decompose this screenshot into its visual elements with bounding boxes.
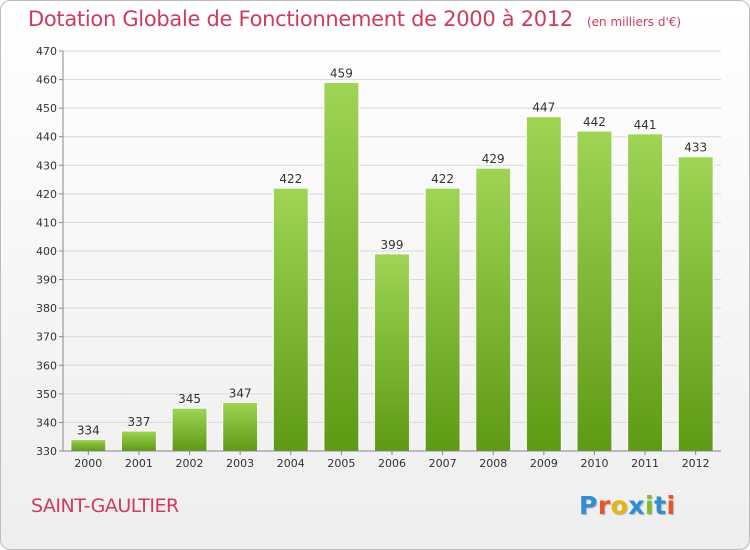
value-label: 429 <box>482 152 505 166</box>
bar-2012 <box>677 156 714 452</box>
logo-letter: r <box>597 491 611 520</box>
x-tick-label: 2011 <box>631 457 659 470</box>
x-tick-label: 2009 <box>530 457 558 470</box>
y-tick-label: 390 <box>36 274 57 287</box>
y-tick-label: 400 <box>36 245 57 258</box>
y-tick-label: 350 <box>36 388 57 401</box>
bar-2005 <box>323 81 360 452</box>
y-tick-label: 450 <box>36 102 57 115</box>
y-tick-label: 460 <box>36 74 57 87</box>
y-tick-label: 340 <box>36 416 57 429</box>
y-tick-label: 380 <box>36 302 57 315</box>
x-tick-label: 2001 <box>125 457 153 470</box>
value-label: 433 <box>684 141 707 155</box>
logo-letter: o <box>610 491 629 520</box>
x-tick-label: 2010 <box>580 457 608 470</box>
x-tick-label: 2008 <box>479 457 507 470</box>
value-label: 345 <box>178 392 201 406</box>
value-label: 422 <box>279 172 302 186</box>
value-label: 459 <box>330 66 353 80</box>
y-tick-label: 420 <box>36 188 57 201</box>
logo-letter: t <box>654 491 667 520</box>
proxiti-logo[interactable]: Proxiti <box>579 491 676 520</box>
x-tick-label: 2003 <box>226 457 254 470</box>
logo-letter: P <box>579 491 598 520</box>
y-tick-label: 410 <box>36 216 57 229</box>
logo-letter: x <box>628 491 645 520</box>
bar-2008 <box>475 167 512 452</box>
value-label: 347 <box>229 386 252 400</box>
bar-2007 <box>424 187 461 452</box>
x-tick-label: 2012 <box>682 457 710 470</box>
value-label: 447 <box>532 101 555 115</box>
commune-name: SAINT-GAULTIER <box>31 495 179 517</box>
x-tick-label: 2000 <box>74 457 102 470</box>
value-label: 337 <box>127 415 150 429</box>
x-tick-label: 2004 <box>277 457 305 470</box>
bar-2003 <box>222 401 259 452</box>
axis-layer: 330 340 350 360 370 380 390 400 410 420 430 440 450 4… <box>36 45 721 470</box>
value-label: 334 <box>77 424 100 438</box>
bar-2002 <box>171 407 208 452</box>
x-tick-label: 2007 <box>429 457 457 470</box>
value-label: 422 <box>431 172 454 186</box>
bar-2001 <box>120 430 157 452</box>
x-tick-label: 2006 <box>378 457 406 470</box>
y-tick-label: 330 <box>36 445 57 458</box>
bar-2000 <box>70 439 107 452</box>
value-label: 441 <box>634 118 657 132</box>
bar-2006 <box>374 253 410 452</box>
y-tick-label: 430 <box>36 159 57 172</box>
value-label: 442 <box>583 115 606 129</box>
bar-2011 <box>627 133 664 452</box>
bar-2010 <box>576 130 613 452</box>
bar-2009 <box>525 116 562 452</box>
title-text: Dotation Globale de Fonctionnement de 20… <box>28 7 573 31</box>
y-tick-label: 440 <box>36 131 57 144</box>
x-tick-label: 2002 <box>176 457 204 470</box>
bar-layer <box>70 81 714 452</box>
chart-subtitle: (en milliers d'€) <box>586 15 682 29</box>
x-tick-label: 2005 <box>327 457 355 470</box>
y-tick-label: 470 <box>36 45 57 58</box>
label-layer: 334 337 345 347 422 459 399 422 429 447 442 441 433 <box>77 66 707 437</box>
logo-letter: i <box>666 491 676 520</box>
bar-2004 <box>272 187 309 452</box>
chart-title: Dotation Globale de Fonctionnement de 20… <box>28 7 681 31</box>
y-tick-label: 360 <box>36 359 57 372</box>
logo-letter: i <box>645 491 655 520</box>
value-label: 399 <box>381 238 404 252</box>
y-tick-label: 370 <box>36 331 57 344</box>
